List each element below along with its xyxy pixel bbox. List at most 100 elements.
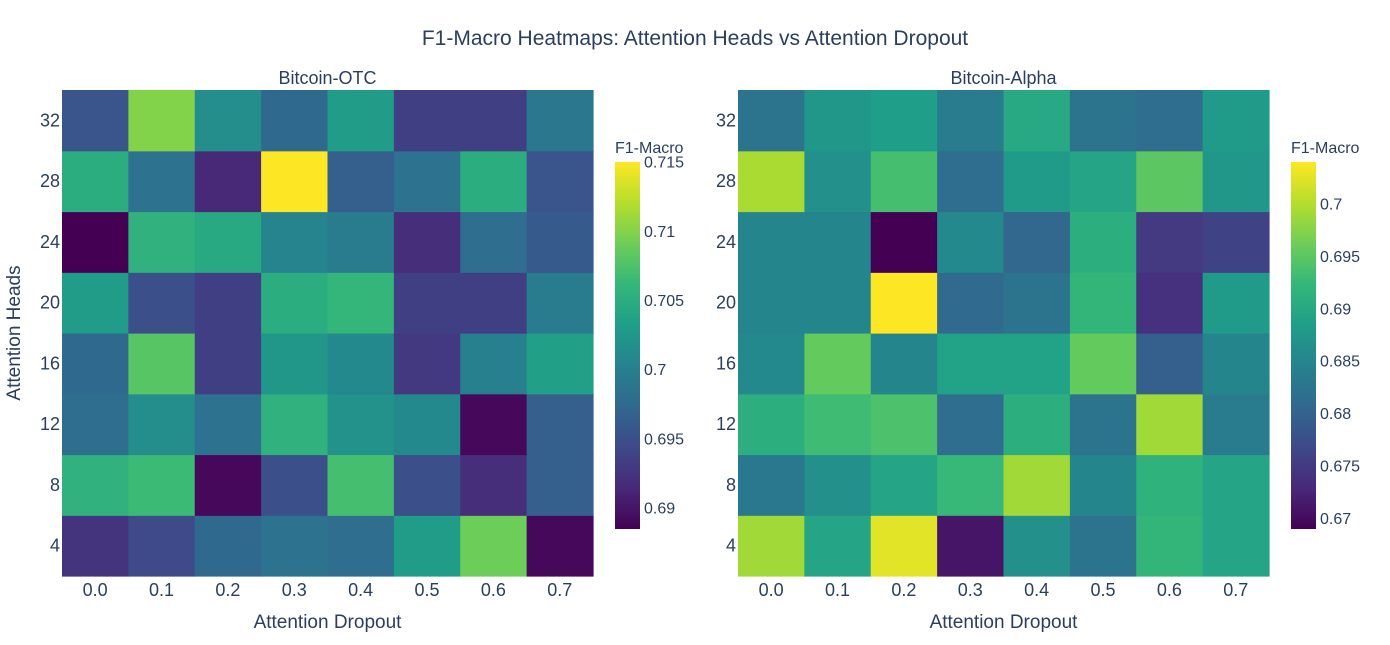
x-tick-label: 0.7 [1223,580,1248,600]
heatmap-cell [738,211,805,273]
panel-bitcoin-alpha: Bitcoin-Alpha 0.0 0.1 0.2 0.3 0.4 0.5 0.6 0.7 4… [716,68,1360,633]
heatmap-cell [1003,333,1071,395]
heatmap-cell [870,393,938,456]
heatmap-cell [870,211,938,273]
heatmap-cell [526,150,594,213]
y-tick-label: 24 [40,232,60,252]
heatmap-cell [1136,211,1204,273]
y-tick-label: 16 [716,353,736,373]
heatmap-cell [937,333,1005,395]
heatmap-cell [62,90,129,152]
heatmap-cell [1069,211,1137,273]
heatmap-cell [393,393,461,456]
heatmap-cell [261,150,329,213]
x-tick-label: 0.0 [83,580,108,600]
heatmap-cell [738,454,805,516]
heatmap-cell [460,393,528,456]
heatmap-cell [327,393,395,456]
heatmap-cell [1136,272,1204,334]
heatmap-cell [1136,150,1204,213]
colorbar-tick-label: 0.71 [644,224,675,241]
heatmap-cell [738,515,805,577]
heatmap-cell [738,272,805,334]
heatmap-cell [460,272,528,334]
y-tick-label: 4 [726,536,736,556]
heatmap-cell [526,333,594,395]
heatmap-cell [194,211,262,273]
x-tick-label: 0.7 [547,580,572,600]
heatmap-cell [327,211,395,273]
heatmap-cell [1069,150,1137,213]
x-tick-label: 0.5 [1091,580,1116,600]
heatmap-cell [870,90,938,152]
heatmap-cell [460,90,528,152]
heatmap-cell [128,150,196,213]
x-tick-label: 0.6 [1157,580,1182,600]
y-tick-label: 8 [50,475,60,495]
heatmap-cell [194,90,262,152]
heatmap-cell [937,515,1005,577]
heatmap-cell [1202,454,1270,516]
y-axis-title: Attention Heads [4,265,25,400]
heatmap-cell [460,454,528,516]
heatmap-cell [1202,272,1270,334]
heatmap-cell [526,515,594,577]
heatmap-cell [460,211,528,273]
heatmap-cell [1003,272,1071,334]
heatmap-cell [870,272,938,334]
heatmap-cell [526,272,594,334]
heatmap-cell [1202,393,1270,456]
colorbar-tick-label: 0.715 [644,155,684,172]
heatmap-cells [738,90,1270,577]
colorbar-tick-label: 0.705 [644,293,684,310]
y-tick-label: 16 [40,353,60,373]
colorbar-tick-label: 0.69 [1320,301,1351,318]
heatmap-cell [804,90,872,152]
heatmap-cell [393,211,461,273]
x-tick-label: 0.1 [825,580,850,600]
figure-title: F1-Macro Heatmaps: Attention Heads vs At… [422,27,968,50]
x-axis-title: Attention Dropout [254,612,403,633]
heatmap-cell [261,272,329,334]
x-tick-label: 0.4 [1024,580,1049,600]
heatmap-cell [327,333,395,395]
colorbar [615,162,640,529]
colorbar-tick-label: 0.7 [644,362,666,379]
y-tick-label: 20 [716,293,736,313]
heatmap-cell [1136,515,1204,577]
y-tick-label: 32 [716,110,736,130]
heatmap-cell [870,333,938,395]
colorbar-tick-label: 0.695 [1320,249,1360,266]
heatmap-cell [870,150,938,213]
x-axis-title: Attention Dropout [930,612,1079,633]
heatmap-cell [937,90,1005,152]
heatmap-cell [870,454,938,516]
heatmap-cell [128,393,196,456]
colorbar-tick-label: 0.69 [644,501,675,518]
heatmap-cell [738,90,805,152]
heatmap-cell [804,333,872,395]
colorbar-tick-label: 0.675 [1320,459,1360,476]
heatmap-cell [1136,90,1204,152]
colorbar-tick-label: 0.67 [1320,511,1351,528]
heatmap-cell [62,454,129,516]
colorbar-ticks: 0.67 0.675 0.68 0.685 0.69 0.695 0.7 [1320,196,1360,528]
heatmap-cell [526,393,594,456]
heatmap-cell [194,272,262,334]
heatmap-cell [1069,393,1137,456]
heatmap-cell [1003,211,1071,273]
heatmap-cell [261,90,329,152]
colorbar-title: F1-Macro [1291,140,1360,157]
heatmap-cell [460,333,528,395]
y-tick-label: 24 [716,232,736,252]
x-tick-label: 0.3 [958,580,983,600]
panel-bitcoin-otc: Bitcoin-OTC 0.0 0.1 0.2 0.3 0.4 0.5 0.6 0.7 4 8 1… [4,68,684,633]
colorbar-tick-label: 0.685 [1320,354,1360,371]
heatmap-cell [1069,333,1137,395]
x-tick-label: 0.0 [759,580,784,600]
heatmap-cell [526,454,594,516]
colorbar-tick-label: 0.695 [644,431,684,448]
heatmap-cell [327,272,395,334]
